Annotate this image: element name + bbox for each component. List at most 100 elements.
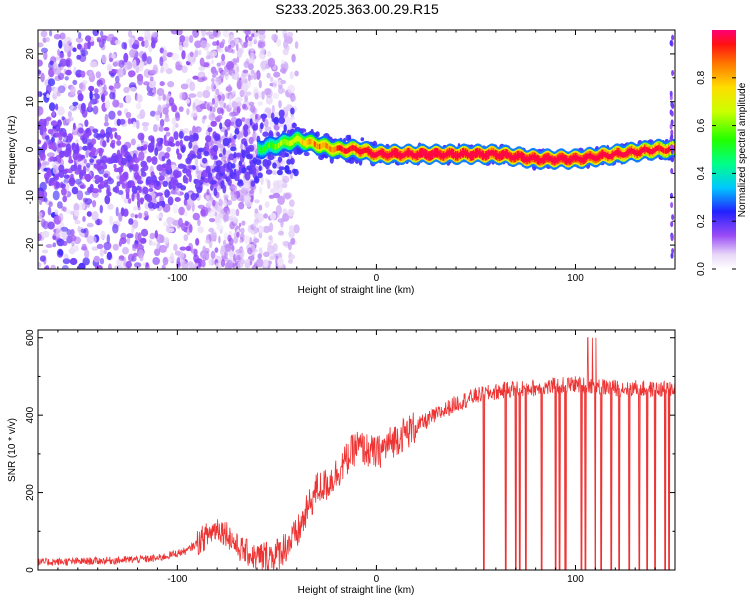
noise-blob <box>118 118 126 125</box>
ridge-core <box>344 148 347 154</box>
ridge-core <box>669 146 671 152</box>
noise-blob <box>132 59 137 69</box>
ridge-halo <box>227 178 232 187</box>
noise-blob <box>229 208 237 217</box>
noise-blob <box>291 94 297 102</box>
noise-blob <box>269 212 277 221</box>
noise-blob <box>175 64 184 71</box>
ridge-halo <box>52 176 60 181</box>
ridge-core <box>396 151 398 157</box>
noise-blob <box>248 63 254 71</box>
ridge-core <box>657 145 659 151</box>
ridge-core <box>661 146 663 152</box>
ridge-core <box>481 152 484 158</box>
noise-blob <box>38 91 41 97</box>
ridge-core <box>443 153 445 159</box>
noise-blob <box>223 232 229 242</box>
ridge-core <box>383 151 385 157</box>
ridge-halo <box>156 192 164 197</box>
ridge-halo <box>360 137 365 142</box>
ridge-halo <box>233 134 237 140</box>
ridge-core <box>314 142 317 148</box>
noise-blob <box>198 66 206 71</box>
noise-blob <box>280 79 286 85</box>
noise-blob <box>273 181 280 190</box>
ridge-core <box>386 153 388 159</box>
noise-blob <box>238 222 242 228</box>
noise-blob <box>156 88 165 96</box>
ridge-halo <box>151 203 158 210</box>
noise-blob <box>198 49 202 56</box>
ridge-halo <box>140 171 147 177</box>
spectrogram-xlabel: Height of straight line (km) <box>298 285 415 296</box>
noise-blob <box>94 88 99 94</box>
noise-blob <box>132 243 139 249</box>
noise-blob <box>123 257 127 267</box>
ridge-halo <box>147 144 154 153</box>
noise-blob <box>278 100 282 109</box>
ridge-core <box>315 143 318 149</box>
ridge-core <box>543 156 546 162</box>
noise-blob <box>211 59 214 65</box>
ridge-core <box>636 150 638 156</box>
noise-blob <box>103 249 108 255</box>
noise-blob <box>82 216 86 222</box>
ridge-core <box>376 151 378 157</box>
noise-blob <box>125 260 132 269</box>
ridge-halo <box>62 131 68 138</box>
ridge-halo <box>43 118 47 126</box>
edge-noise <box>670 202 674 208</box>
noise-blob <box>212 199 216 207</box>
ridge-core <box>382 150 384 157</box>
ridge-halo <box>90 147 97 153</box>
noise-blob <box>238 47 244 54</box>
noise-blob <box>231 72 235 79</box>
ridge-core <box>440 152 442 158</box>
ridge-halo <box>246 154 253 160</box>
noise-blob <box>49 60 54 66</box>
noise-blob <box>184 211 188 217</box>
noise-blob <box>151 31 158 38</box>
noise-blob <box>277 86 284 95</box>
ridge-core <box>484 153 487 159</box>
noise-blob <box>222 69 230 77</box>
ridge-core <box>334 146 337 152</box>
ridge-core <box>515 153 518 160</box>
ridge-core <box>349 146 352 152</box>
ridge-core <box>516 153 519 159</box>
noise-blob <box>48 201 53 208</box>
noise-blob <box>57 201 63 209</box>
noise-blob <box>74 219 81 225</box>
ridge-halo <box>139 197 145 203</box>
ridge-core <box>619 150 621 157</box>
ridge-core <box>394 150 396 156</box>
noise-blob <box>257 101 263 106</box>
noise-blob <box>45 264 50 269</box>
noise-blob <box>216 224 224 231</box>
ridge-halo <box>146 194 153 203</box>
ridge-halo <box>107 191 112 197</box>
noise-blob <box>233 215 236 222</box>
noise-blob <box>117 68 125 78</box>
noise-blob <box>254 208 259 214</box>
ridge-halo <box>121 157 127 166</box>
ridge-core <box>279 140 282 147</box>
ridge-halo <box>107 176 112 182</box>
ridge-core <box>648 148 650 154</box>
ridge-core <box>258 146 260 152</box>
ridge-core <box>602 151 604 157</box>
noise-blob <box>267 179 271 190</box>
ridge-halo <box>213 187 218 197</box>
noise-blob <box>130 138 136 146</box>
noise-blob <box>123 86 130 94</box>
ridge-core <box>612 152 614 158</box>
noise-blob <box>225 92 228 99</box>
ridge-core <box>432 151 434 157</box>
noise-blob <box>112 223 119 234</box>
noise-blob <box>194 40 202 48</box>
noise-blob <box>140 228 149 237</box>
snr-panel: -100 0 100 0 200 400 600 Height of straight li… <box>7 329 676 596</box>
ridge-halo <box>164 189 170 198</box>
noise-blob <box>127 118 132 125</box>
noise-blob <box>197 219 201 227</box>
